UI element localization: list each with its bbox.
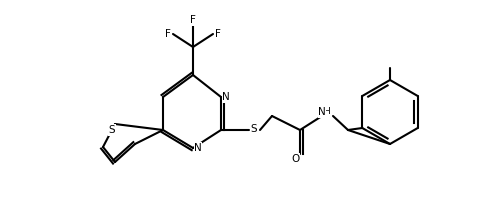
Text: N: N: [318, 107, 326, 117]
Text: F: F: [165, 29, 171, 39]
Text: N: N: [194, 143, 202, 153]
Text: F: F: [190, 15, 196, 25]
Text: H: H: [324, 107, 330, 117]
Text: O: O: [291, 154, 299, 164]
Text: S: S: [109, 125, 115, 135]
Text: S: S: [251, 124, 257, 134]
Text: F: F: [215, 29, 221, 39]
Text: N: N: [222, 92, 230, 102]
